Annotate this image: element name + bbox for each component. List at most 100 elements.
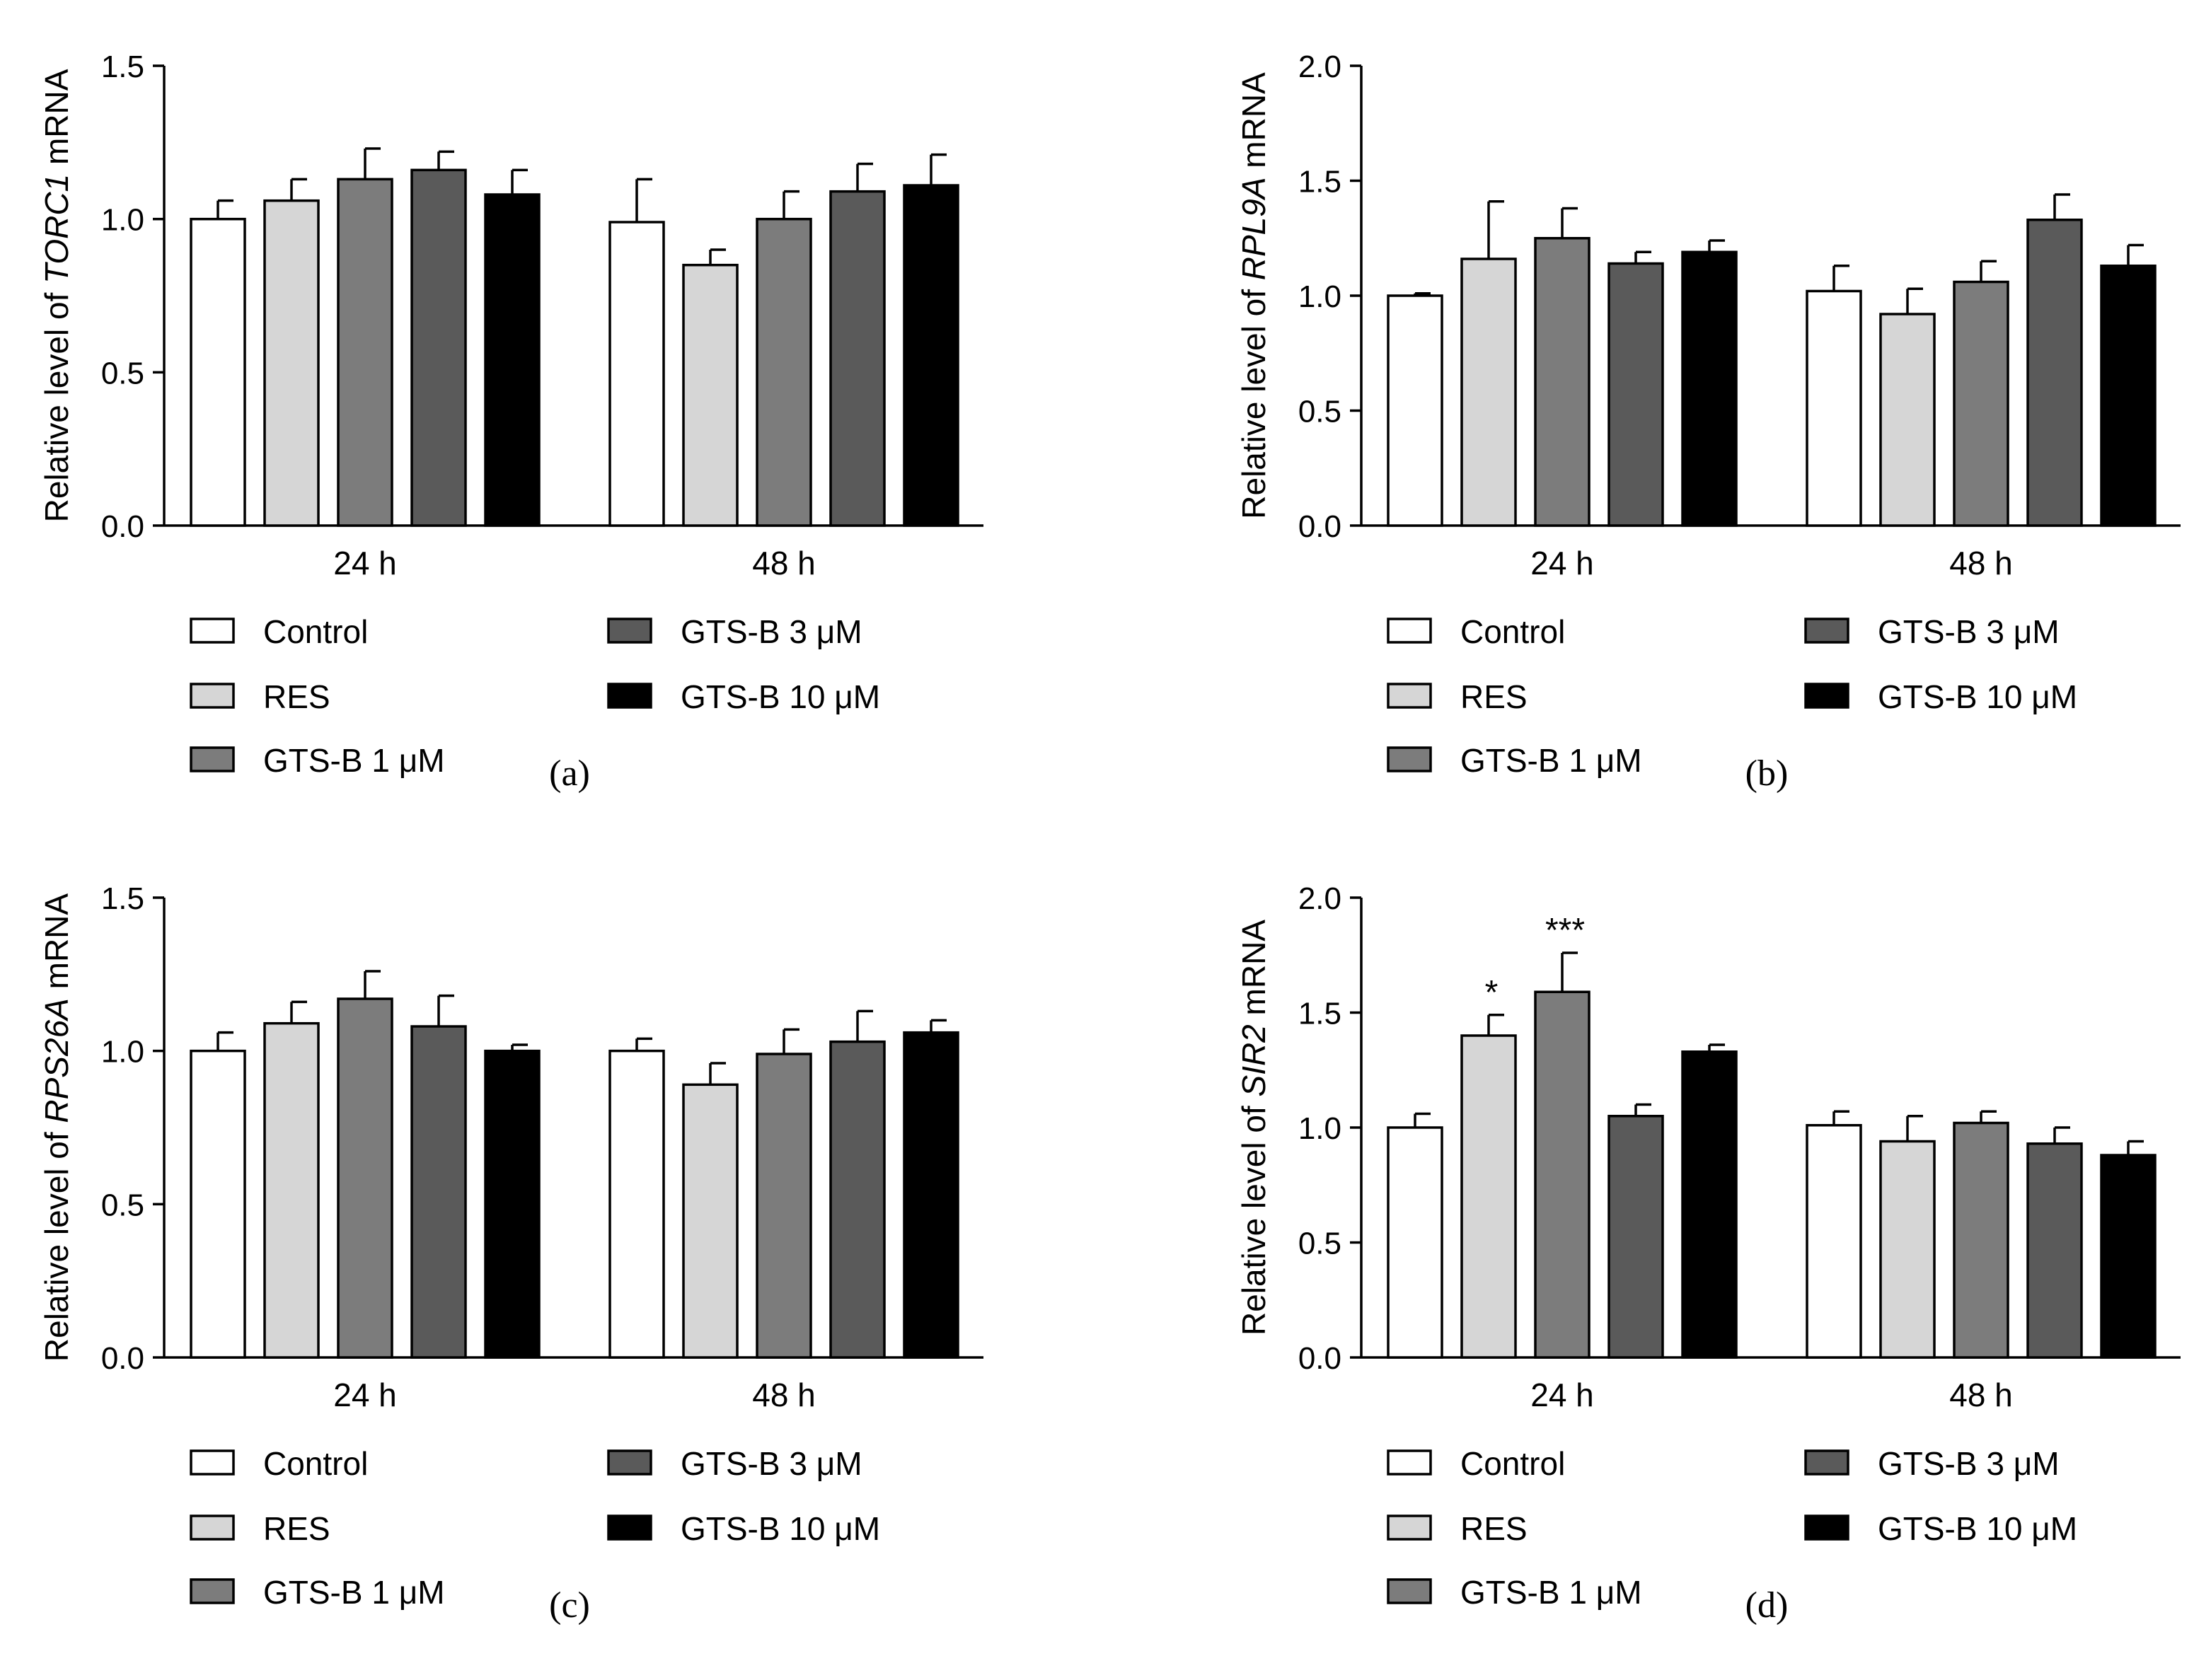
bar xyxy=(1681,250,1738,527)
legend-label: GTS-B 10 μM xyxy=(681,678,880,715)
bar xyxy=(190,1049,246,1359)
legend-swatch xyxy=(1804,1514,1849,1541)
legend-label: GTS-B 1 μM xyxy=(263,742,445,779)
bar xyxy=(1953,280,2009,527)
bar xyxy=(1953,1121,2009,1359)
legend-label: RES xyxy=(263,678,330,715)
y-axis-title-gene: RPL9A xyxy=(1235,177,1272,280)
bar xyxy=(1387,1126,1443,1359)
panel-label: (c) xyxy=(549,1585,590,1626)
bar xyxy=(608,221,665,527)
legend-swatch xyxy=(190,1514,235,1541)
x-category-label: 48 h xyxy=(752,1377,816,1413)
bar xyxy=(1879,313,1936,527)
bar xyxy=(1607,262,1664,527)
legend-swatch xyxy=(1387,683,1432,709)
legend-swatch xyxy=(1387,746,1432,772)
legend-swatch xyxy=(607,1449,652,1476)
y-tick-label: 1.5 xyxy=(1298,165,1341,199)
bar xyxy=(263,199,320,527)
legend-label: Control xyxy=(263,1445,368,1482)
legend-label: RES xyxy=(1460,678,1528,715)
panel-label: (b) xyxy=(1745,753,1789,794)
bar xyxy=(2100,265,2157,527)
y-axis-title-suffix: mRNA xyxy=(1235,920,1272,1025)
y-axis-title: Relative level of RPS26A mRNA xyxy=(38,893,75,1362)
chart-panel-4: 0.0 0.5 1.0 1.5 2.0 Relative level of SIR2 mR… xyxy=(1235,881,2181,1626)
y-tick-label: 0.0 xyxy=(1298,509,1341,544)
bar xyxy=(263,1021,320,1359)
y-axis-title-gene: TORC1 xyxy=(38,174,75,284)
legend-label: GTS-B 10 μM xyxy=(681,1510,880,1547)
legend-swatch xyxy=(1804,1449,1849,1476)
legend-label: GTS-B 3 μM xyxy=(1878,613,2060,650)
chart-panel-2: 0.0 0.5 1.0 1.5 2.0 Relative level of RPL9A m… xyxy=(1235,50,2181,794)
bar xyxy=(410,1025,467,1359)
y-tick-label: 1.5 xyxy=(101,881,144,916)
y-tick-label: 1.0 xyxy=(101,1035,144,1070)
legend-swatch xyxy=(1387,1449,1432,1476)
y-axis-title-suffix: mRNA xyxy=(1235,72,1272,178)
x-category-label: 48 h xyxy=(1949,545,2013,581)
y-tick-label: 0.5 xyxy=(1298,1227,1341,1261)
bar xyxy=(608,1049,665,1359)
y-tick-label: 1.5 xyxy=(1298,997,1341,1031)
y-axis-title-prefix: Relative level of xyxy=(1235,280,1272,519)
x-category-label: 24 h xyxy=(333,1377,397,1413)
x-category-label: 48 h xyxy=(752,545,816,581)
legend-label: Control xyxy=(1460,1445,1565,1482)
y-axis-title-suffix: mRNA xyxy=(38,893,75,999)
legend-label: Control xyxy=(1460,613,1565,650)
legend-label: RES xyxy=(263,1510,330,1547)
legend-swatch xyxy=(1804,683,1849,709)
bar xyxy=(2100,1154,2157,1359)
legend-swatch xyxy=(607,618,652,644)
y-axis-title: Relative level of RPL9A mRNA xyxy=(1235,72,1272,519)
bar xyxy=(484,193,541,527)
bar xyxy=(484,1049,541,1359)
bar xyxy=(2026,219,2083,527)
legend-swatch xyxy=(1387,618,1432,644)
y-axis-title-suffix: mRNA xyxy=(38,69,75,174)
bar xyxy=(1534,237,1591,527)
legend-label: GTS-B 3 μM xyxy=(1878,1445,2060,1482)
y-tick-label: 1.0 xyxy=(101,203,144,238)
panel-label: (a) xyxy=(549,753,590,794)
y-tick-label: 0.5 xyxy=(1298,395,1341,429)
legend-swatch xyxy=(190,1449,235,1476)
bar xyxy=(190,217,246,527)
legend-swatch xyxy=(607,1514,652,1541)
legend-label: GTS-B 10 μM xyxy=(1878,678,2077,715)
bar xyxy=(1460,1034,1517,1359)
y-tick-label: 0.5 xyxy=(101,356,144,390)
legend-swatch xyxy=(190,1578,235,1604)
bar xyxy=(682,263,739,527)
legend-swatch xyxy=(1804,618,1849,644)
bar xyxy=(682,1083,739,1359)
legend-label: GTS-B 3 μM xyxy=(681,1445,862,1482)
legend-label: GTS-B 1 μM xyxy=(1460,742,1642,779)
legend-swatch xyxy=(1387,1514,1432,1541)
bar xyxy=(756,1053,812,1359)
legend-label: GTS-B 10 μM xyxy=(1878,1510,2077,1547)
y-tick-label: 0.5 xyxy=(101,1188,144,1222)
y-tick-label: 1.0 xyxy=(1298,279,1341,314)
y-axis-title-prefix: Relative level of xyxy=(1235,1097,1272,1336)
y-tick-label: 1.5 xyxy=(101,50,144,84)
y-axis-title-prefix: Relative level of xyxy=(38,284,75,523)
panel-label: (d) xyxy=(1745,1585,1789,1626)
bar xyxy=(1607,1115,1664,1359)
y-tick-label: 0.0 xyxy=(101,509,144,544)
x-category-label: 24 h xyxy=(333,545,397,581)
bar xyxy=(829,190,886,527)
legend-label: RES xyxy=(1460,1510,1528,1547)
chart-panel-3: 0.0 0.5 1.0 1.5 Relative level of RPS26A mRN… xyxy=(38,881,983,1626)
legend-label: GTS-B 1 μM xyxy=(1460,1574,1642,1611)
y-tick-label: 0.0 xyxy=(101,1341,144,1376)
bar xyxy=(1681,1050,1738,1359)
bar xyxy=(903,1031,959,1359)
bar xyxy=(337,997,393,1359)
y-axis-title: Relative level of TORC1 mRNA xyxy=(38,69,75,522)
y-axis-title: Relative level of SIR2 mRNA xyxy=(1235,920,1272,1336)
